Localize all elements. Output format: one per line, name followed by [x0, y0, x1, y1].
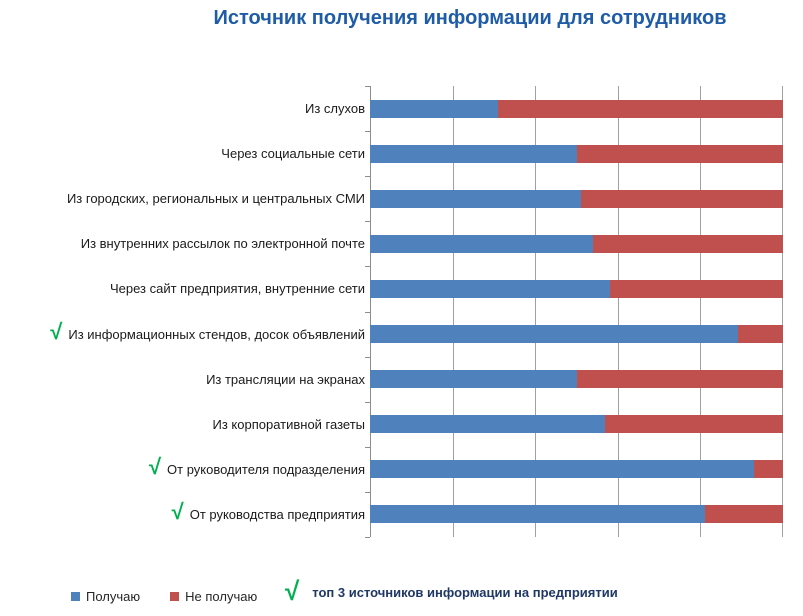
bar-received — [370, 99, 499, 118]
received-swatch-icon — [71, 592, 80, 601]
category-label-row: Из трансляции на экранах — [0, 357, 365, 402]
category-label-row: Из внутренних рассылок по электронной по… — [0, 221, 365, 266]
axis-tick — [365, 311, 370, 313]
bar-row — [370, 325, 783, 344]
gridline-20 — [452, 86, 454, 537]
axis-tick — [365, 266, 370, 268]
bar-not-received — [576, 370, 783, 389]
category-label-row: √ Из информационных стендов, досок объявл… — [0, 312, 365, 357]
checkmark-icon: √ — [50, 319, 63, 345]
axis-tick — [365, 401, 370, 403]
bar-not-received — [737, 325, 783, 344]
axis-tick — [365, 131, 370, 133]
category-label-row: √ От руководства предприятия — [0, 492, 365, 537]
axis-tick — [365, 176, 370, 178]
category-label-row: Через сайт предприятия, внутренние сети — [0, 266, 365, 311]
legend-note: √ топ 3 источников информации на предпри… — [285, 576, 618, 606]
category-label-row: Из городских, региональных и центральных… — [0, 176, 365, 221]
bar-not-received — [498, 99, 783, 118]
bar-row — [370, 415, 783, 434]
category-label-row: √ От руководителя подразделения — [0, 447, 365, 492]
checkmark-icon: √ — [171, 499, 184, 525]
bar-not-received — [580, 189, 783, 208]
bar-row — [370, 279, 783, 298]
category-label-row: Через социальные сети — [0, 131, 365, 176]
bar-not-received — [576, 144, 783, 163]
y-axis-line — [370, 86, 371, 537]
legend-item-received: Получаю — [71, 589, 140, 604]
category-label: Из городских, региональных и центральных… — [66, 191, 365, 207]
bar-received — [370, 460, 755, 479]
bar-not-received — [754, 460, 783, 479]
bar-received — [370, 370, 577, 389]
category-label: От руководителя подразделения — [167, 461, 365, 477]
bar-row — [370, 144, 783, 163]
checkmark-icon: √ — [285, 576, 300, 606]
chart-title: Источник получения информации для сотруд… — [213, 7, 727, 29]
bar-not-received — [605, 415, 783, 434]
plot-area — [365, 86, 783, 538]
gridline-60 — [617, 86, 619, 537]
bar-row — [370, 99, 783, 118]
category-label: Через сайт предприятия, внутренние сети — [109, 281, 365, 297]
category-label-row: Из корпоративной газеты — [0, 402, 365, 447]
category-label: Через социальные сети — [221, 146, 365, 162]
category-label: Из внутренних рассылок по электронной по… — [80, 236, 365, 252]
legend-label-not-received: Не получаю — [185, 589, 258, 604]
bar-not-received — [704, 505, 783, 524]
bar-row — [370, 505, 783, 524]
axis-tick — [365, 86, 370, 87]
gridline-100 — [782, 86, 783, 537]
category-label: Из трансляции на экранах — [206, 371, 365, 387]
bar-row — [370, 460, 783, 479]
bar-received — [370, 189, 581, 208]
axis-tick — [365, 356, 370, 358]
bar-received — [370, 415, 606, 434]
gridline-80 — [700, 86, 702, 537]
not-received-swatch-icon — [170, 592, 180, 601]
legend: Получаю Не получаю — [71, 589, 257, 604]
axis-tick — [365, 221, 370, 223]
legend-label-received: Получаю — [86, 589, 141, 604]
bar-not-received — [593, 234, 783, 253]
bar-received — [370, 325, 738, 344]
gridline-40 — [535, 86, 537, 537]
axis-tick — [365, 537, 370, 538]
axis-tick — [365, 491, 370, 493]
axis-tick — [365, 446, 370, 448]
bar-received — [370, 234, 594, 253]
category-label-row: Из слухов — [0, 86, 365, 131]
bar-received — [370, 279, 610, 298]
category-label: Из слухов — [305, 101, 365, 117]
bar-not-received — [609, 279, 783, 298]
category-label: Из корпоративной газеты — [212, 416, 365, 432]
category-label: Из информационных стендов, досок объявле… — [68, 326, 365, 342]
bar-received — [370, 505, 705, 524]
legend-item-not-received: Не получаю — [170, 589, 257, 604]
category-label: От руководства предприятия — [189, 506, 365, 522]
legend-note-label: топ 3 источников информации на предприят… — [312, 584, 618, 600]
checkmark-icon: √ — [148, 454, 162, 480]
bar-received — [370, 144, 577, 163]
bar-row — [370, 370, 783, 389]
bar-row — [370, 234, 783, 253]
bar-row — [370, 189, 783, 208]
